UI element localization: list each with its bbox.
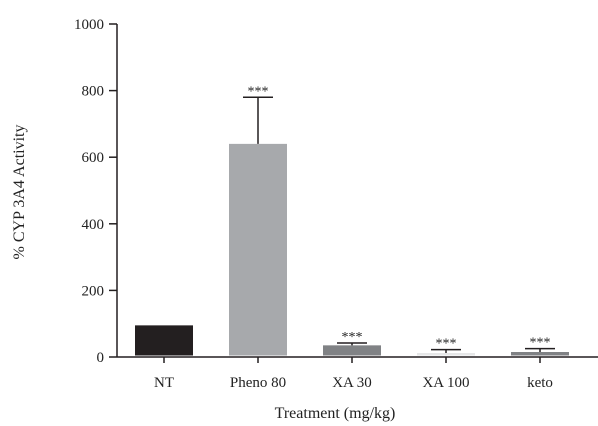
bar-nt <box>135 325 193 356</box>
bars-layer <box>135 143 569 356</box>
axes-layer <box>116 24 598 358</box>
y-axis-title: % CYP 3A4 Activity <box>11 125 28 260</box>
x-ticks-layer: NT Pheno 80 XA 30 XA 100 keto <box>154 357 553 391</box>
significance-label-pheno-80: *** <box>248 84 269 99</box>
y-tick-label-600: 600 <box>82 150 105 166</box>
bar-keto <box>511 352 569 356</box>
significance-label-keto: *** <box>530 336 551 351</box>
y-tick-label-200: 200 <box>82 283 105 299</box>
x-tick-label-keto: keto <box>527 375 553 391</box>
x-tick-label-pheno-80: Pheno 80 <box>230 375 286 391</box>
bar-xa-100 <box>417 353 475 356</box>
y-ticks-layer: 0 200 400 600 800 1000 <box>74 17 117 366</box>
bar-xa-30 <box>323 345 381 356</box>
bar-pheno-80 <box>229 143 287 356</box>
significance-label-xa-100: *** <box>436 337 457 352</box>
x-axis-title: Treatment (mg/kg) <box>275 405 396 422</box>
x-tick-label-xa-30: XA 30 <box>332 375 372 391</box>
significance-layer: *** *** *** *** <box>248 84 551 351</box>
y-tick-label-400: 400 <box>82 217 105 233</box>
x-tick-label-nt: NT <box>154 375 174 391</box>
y-tick-label-1000: 1000 <box>74 17 104 33</box>
y-tick-label-800: 800 <box>82 84 105 100</box>
significance-label-xa-30: *** <box>342 330 363 345</box>
x-tick-label-xa-100: XA 100 <box>422 375 469 391</box>
error-bars-layer <box>243 96 555 354</box>
y-tick-label-0: 0 <box>97 350 105 366</box>
